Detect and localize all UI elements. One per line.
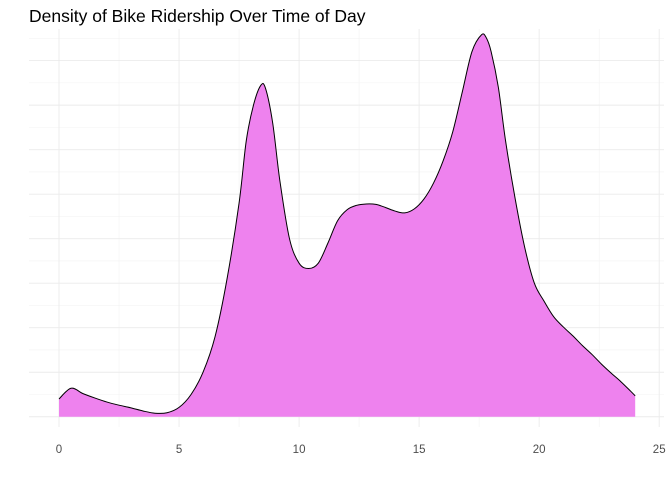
x-tick-label: 20 — [533, 444, 546, 456]
density-area — [59, 33, 636, 417]
x-axis-tick-labels: 0 5 10 15 20 25 — [56, 444, 666, 456]
density-line — [58, 33, 636, 414]
chart-title: Density of Bike Ridership Over Time of D… — [29, 6, 366, 26]
x-tick-label: 10 — [293, 444, 306, 456]
density-layer — [58, 33, 636, 417]
x-tick-label: 25 — [653, 444, 666, 456]
x-tick-label: 0 — [56, 444, 62, 456]
x-tick-label: 15 — [413, 444, 426, 456]
x-tick-label: 5 — [176, 444, 182, 456]
